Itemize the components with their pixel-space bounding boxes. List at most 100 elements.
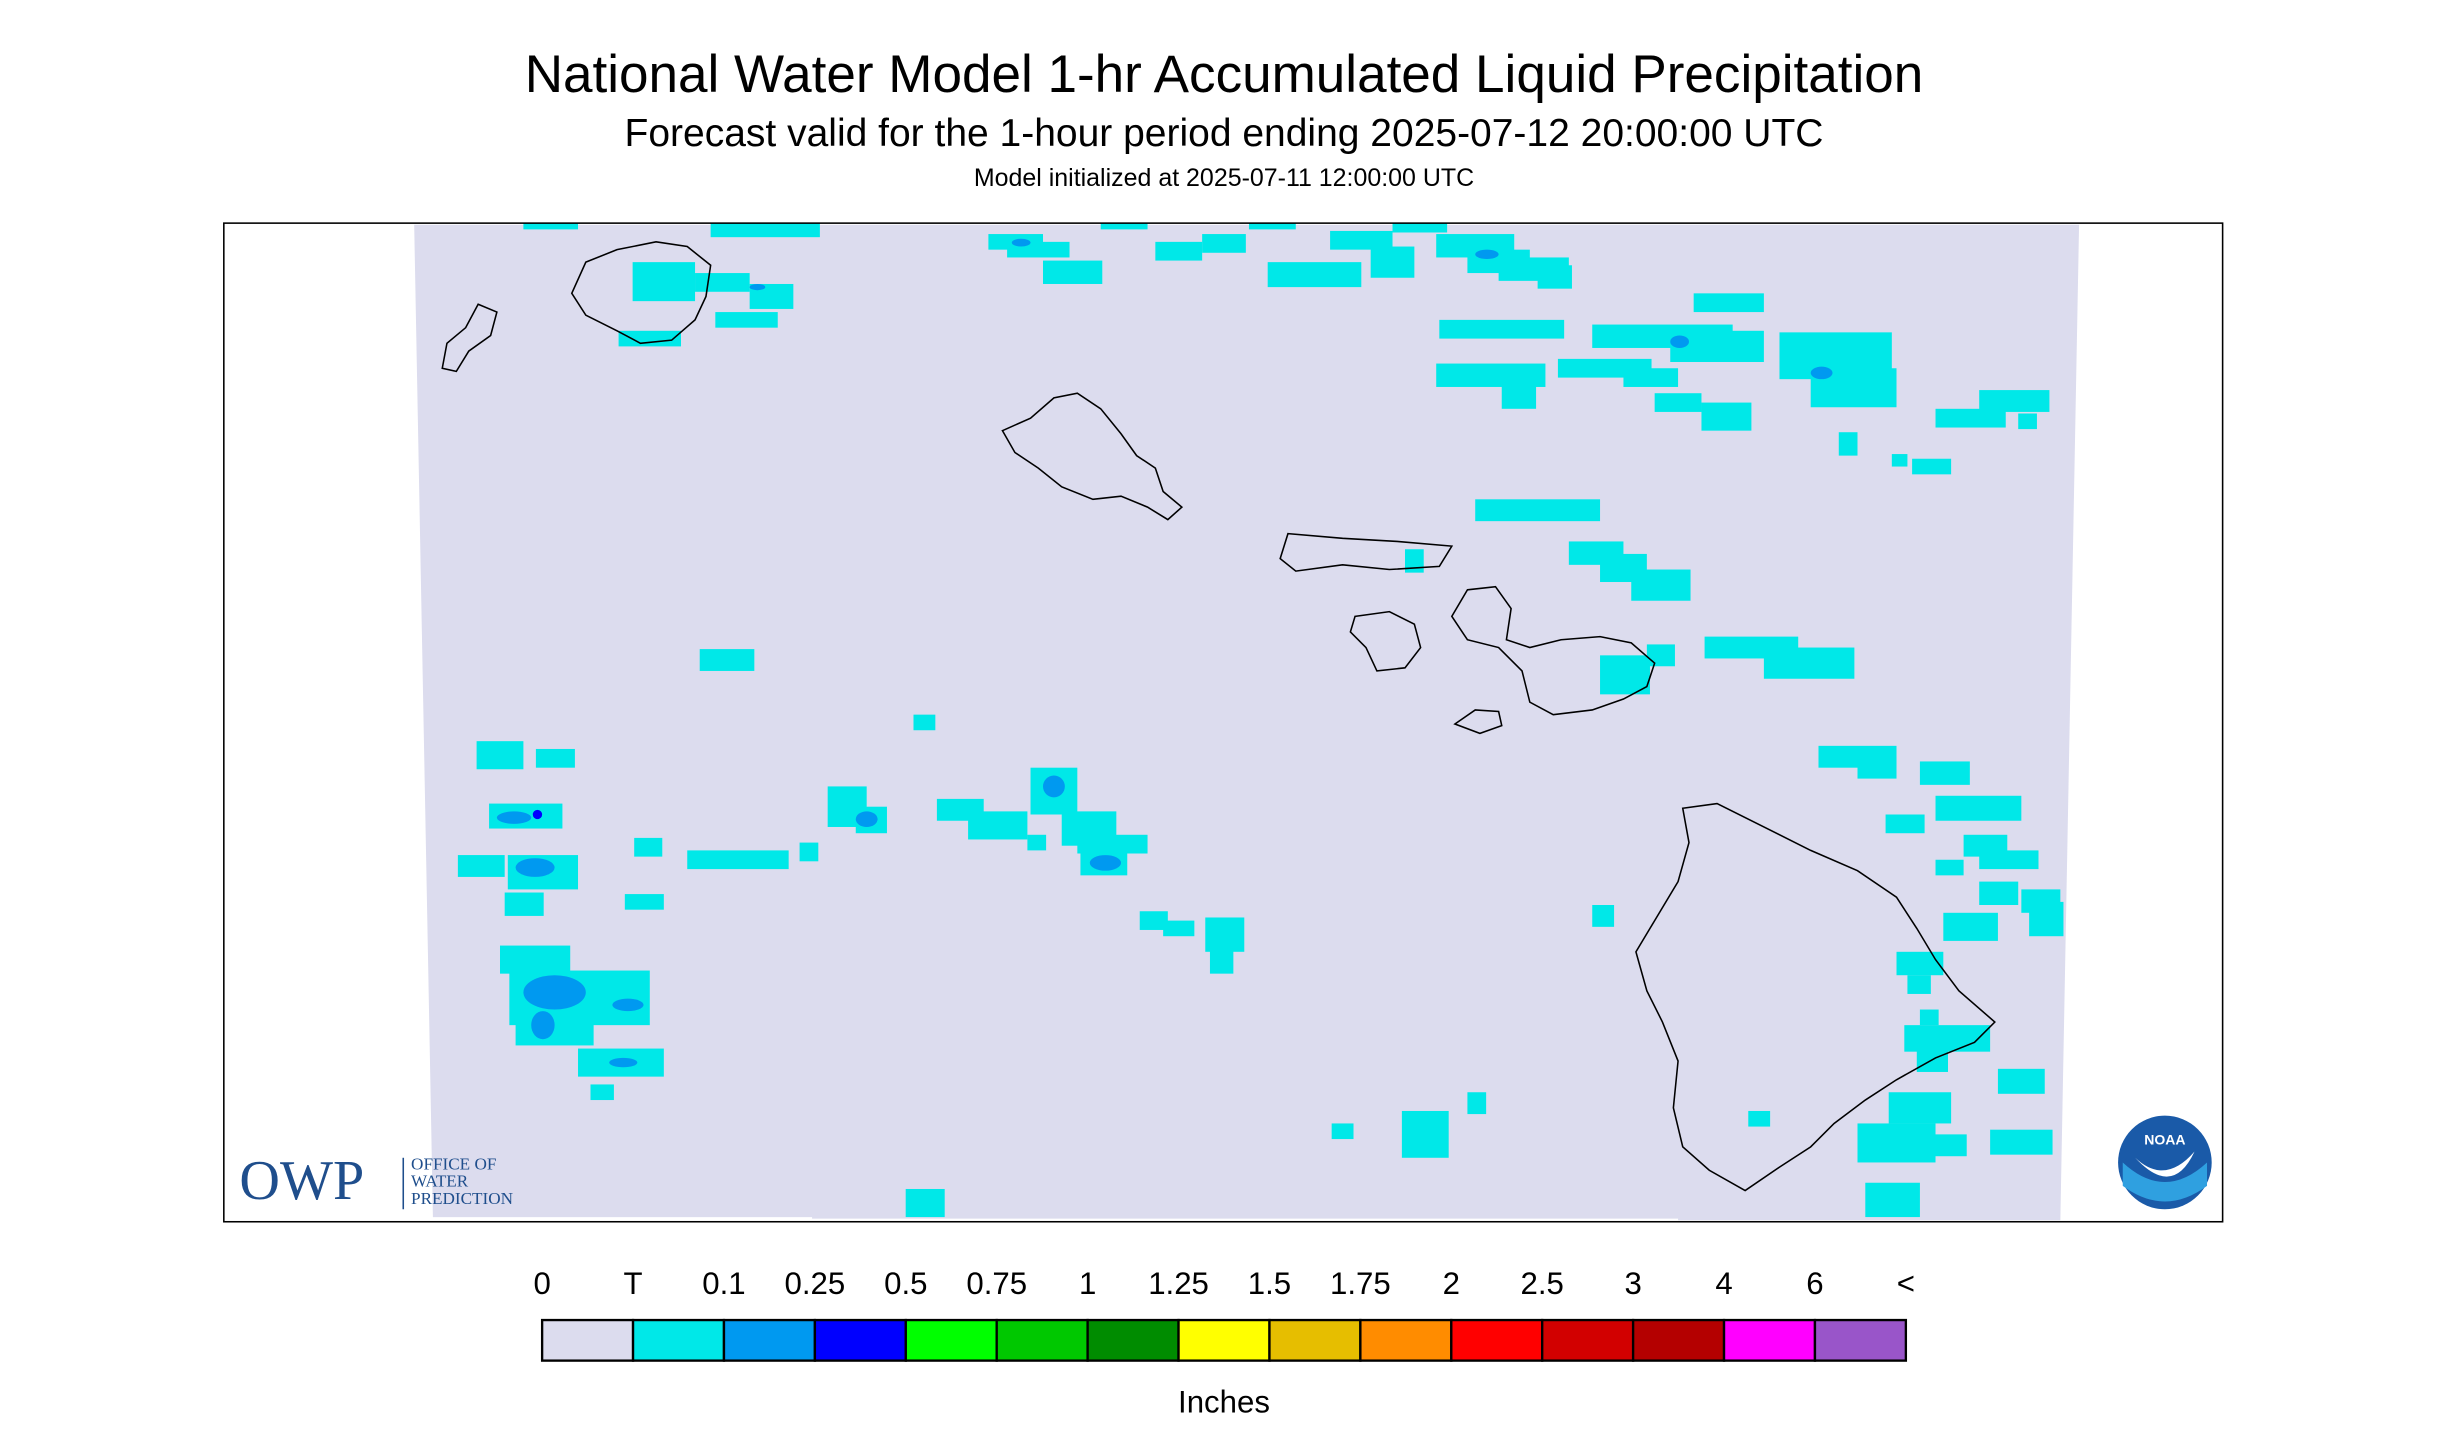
precip-trace (1907, 975, 1931, 994)
precip-trace (1623, 368, 1679, 387)
legend-label: 2.5 (1521, 1266, 1564, 1301)
precip-trace (1927, 1134, 1967, 1157)
precip-trace (1693, 293, 1764, 313)
precip-trace (504, 892, 544, 916)
precip-trace (905, 1188, 945, 1218)
noaa-bird (2135, 1151, 2195, 1177)
precip-trace (1592, 905, 1615, 927)
molokai (1279, 532, 1454, 572)
legend-label: 4 (1715, 1266, 1732, 1301)
precip-trace (1904, 1025, 1991, 1052)
precip-light (1089, 855, 1122, 871)
legend-swatch (1086, 1318, 1180, 1362)
precip-light (531, 1011, 555, 1040)
precip-trace (1501, 374, 1537, 409)
precip-trace (1370, 246, 1415, 278)
precip-trace (1990, 1129, 2053, 1155)
precip-trace (1838, 432, 1858, 456)
precip-trace (1439, 319, 1565, 339)
precip-trace (1997, 1068, 2045, 1094)
legend-label: 1.25 (1148, 1266, 1209, 1301)
precip-trace (618, 330, 681, 347)
precip-trace (1919, 1009, 1939, 1026)
precip-trace (1935, 408, 2006, 428)
legend: 0 T 0.1 0.25 0.5 0.75 1 1.25 1.5 1.75 2 2.5 3 4 6 < (533, 1266, 1915, 1362)
precip-light (609, 1057, 638, 1068)
subtitle: Forecast valid for the 1-hour period end… (625, 112, 1824, 155)
precip-trace (695, 273, 750, 292)
owp-line: PREDICTION (411, 1189, 513, 1208)
precip-trace (1857, 1123, 1936, 1163)
kahoolawe (1453, 709, 1503, 735)
hawaii (1635, 802, 1996, 1192)
noaa-text: NOAA (2144, 1131, 2185, 1147)
precip-trace (913, 714, 936, 731)
precip-trace (1654, 393, 1702, 412)
precip-trace (1330, 230, 1393, 250)
owp-line: OFFICE OF (411, 1155, 496, 1174)
precip-trace (1865, 1182, 1920, 1218)
precip-trace (1077, 834, 1148, 854)
precip-trace (535, 748, 575, 768)
precip-light (496, 811, 532, 824)
precip-trace (1600, 655, 1650, 695)
precip-trace (1763, 647, 1855, 679)
legend-swatch (540, 1318, 635, 1362)
precip-trace (1857, 756, 1897, 779)
legend-swatch (813, 1318, 907, 1362)
precip-trace (2018, 413, 2037, 430)
precip-trace (710, 223, 820, 238)
precip-trace (1670, 330, 1764, 362)
legend-swatch (631, 1318, 726, 1362)
precip-trace (1701, 402, 1752, 431)
map-frame (223, 222, 2224, 1223)
precip-trace (1163, 920, 1195, 937)
precip-trace (632, 262, 696, 302)
precip-trace (1405, 549, 1424, 573)
precip-trace (624, 894, 664, 910)
precip-trace (1912, 458, 1952, 475)
precip-trace (1979, 881, 2019, 905)
legend-swatch (995, 1318, 1089, 1362)
legend-swatch (1268, 1318, 1362, 1362)
precip-trace (1935, 859, 1964, 876)
precip-trace (1919, 761, 1970, 785)
legend-swatch (1359, 1318, 1453, 1362)
precip-trace (799, 842, 819, 862)
kauai (570, 241, 712, 345)
owp-logo: OWP OFFICE OF WATER PREDICTION (239, 1150, 513, 1212)
precip-trace (476, 741, 524, 770)
legend-label: 1.75 (1330, 1266, 1391, 1301)
precip-trace (1027, 834, 1047, 851)
precip-trace (1646, 644, 1675, 667)
legend-swatch (1541, 1318, 1635, 1362)
precip-light (1475, 249, 1499, 260)
legend-label: 6 (1806, 1266, 1823, 1301)
precip-trace (1896, 951, 1944, 976)
precip-trace (1979, 850, 2039, 870)
legend-label: 0.1 (702, 1266, 745, 1301)
precip-trace (1392, 223, 1448, 233)
precip-trace (1748, 1110, 1771, 1127)
legend-swatch (1813, 1318, 1908, 1362)
precip-trace (1139, 911, 1168, 930)
precip-trace (687, 850, 789, 870)
precip-trace (634, 837, 663, 857)
legend-label: < (1897, 1266, 1915, 1301)
legend-swatch (904, 1318, 998, 1362)
precip-light (855, 811, 878, 827)
precip-light (523, 975, 586, 1010)
lanai (1349, 610, 1422, 672)
precip-light (1011, 238, 1031, 247)
owp-line: WATER (411, 1172, 469, 1191)
legend-label: 0 (533, 1266, 550, 1301)
coastlines (441, 241, 1996, 1192)
precip-light (1810, 366, 1833, 380)
precip-trace (1631, 569, 1691, 601)
precip-trace (1979, 390, 2050, 412)
legend-label: 1 (1079, 1266, 1096, 1301)
legend-label: 0.5 (884, 1266, 927, 1301)
precip-trace (1891, 454, 1908, 467)
